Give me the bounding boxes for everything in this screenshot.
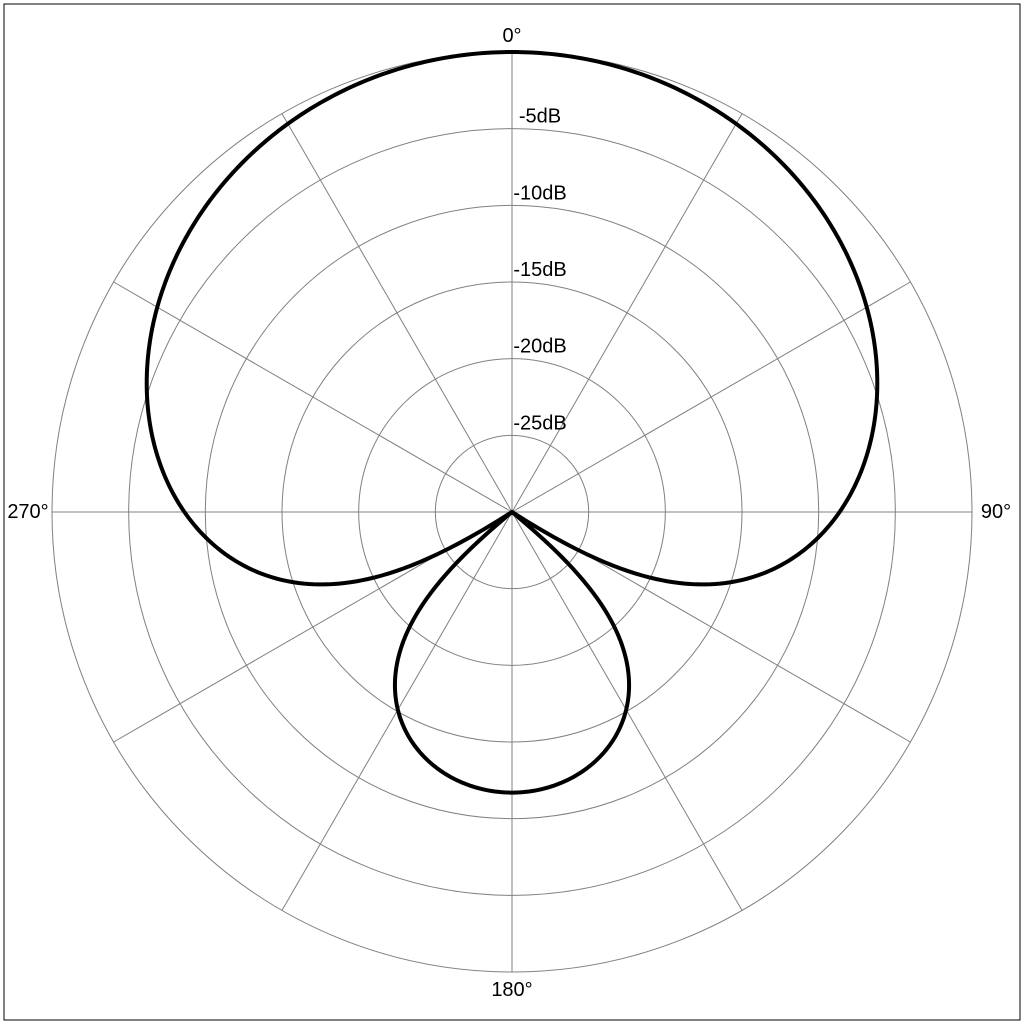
- ring-label: -25dB: [513, 412, 566, 434]
- angle-label: 180°: [491, 979, 532, 1001]
- grid-spoke: [114, 282, 512, 512]
- angle-label: 270°: [7, 501, 48, 523]
- ring-label: -15dB: [513, 259, 566, 281]
- polar-plot-frame: { "polar_chart": { "type": "polar", "can…: [0, 0, 1024, 1024]
- polar-plot-svg: -5dB -10dB -15dB -20dB -25dB 0° 90° 180° 270°: [0, 0, 1024, 1024]
- grid-spoke: [282, 114, 512, 512]
- angle-label: 0°: [502, 25, 521, 47]
- grid-spoke: [512, 282, 910, 512]
- ring-label: -20dB: [513, 336, 566, 358]
- grid-spoke: [512, 114, 742, 512]
- ring-label: -10dB: [513, 182, 566, 204]
- angle-label: 90°: [981, 501, 1011, 523]
- ring-label: -5dB: [519, 106, 561, 128]
